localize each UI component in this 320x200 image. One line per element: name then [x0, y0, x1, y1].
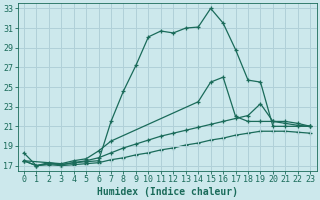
X-axis label: Humidex (Indice chaleur): Humidex (Indice chaleur)	[97, 186, 237, 197]
